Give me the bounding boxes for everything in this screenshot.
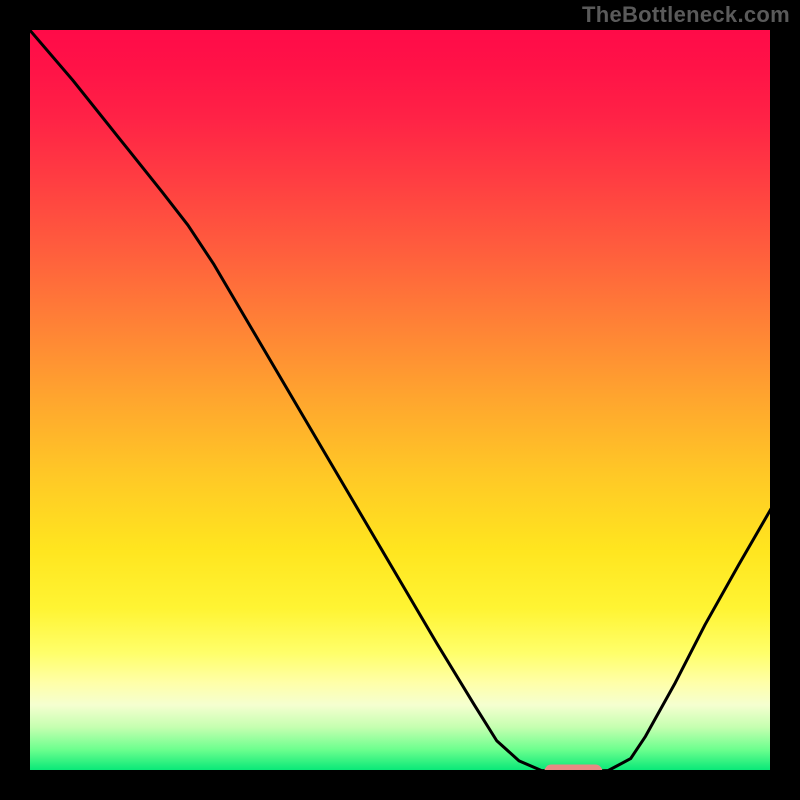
watermark-text: TheBottleneck.com [582, 2, 790, 28]
plot-background [28, 28, 772, 772]
bottleneck-chart [0, 0, 800, 800]
chart-container: TheBottleneck.com [0, 0, 800, 800]
